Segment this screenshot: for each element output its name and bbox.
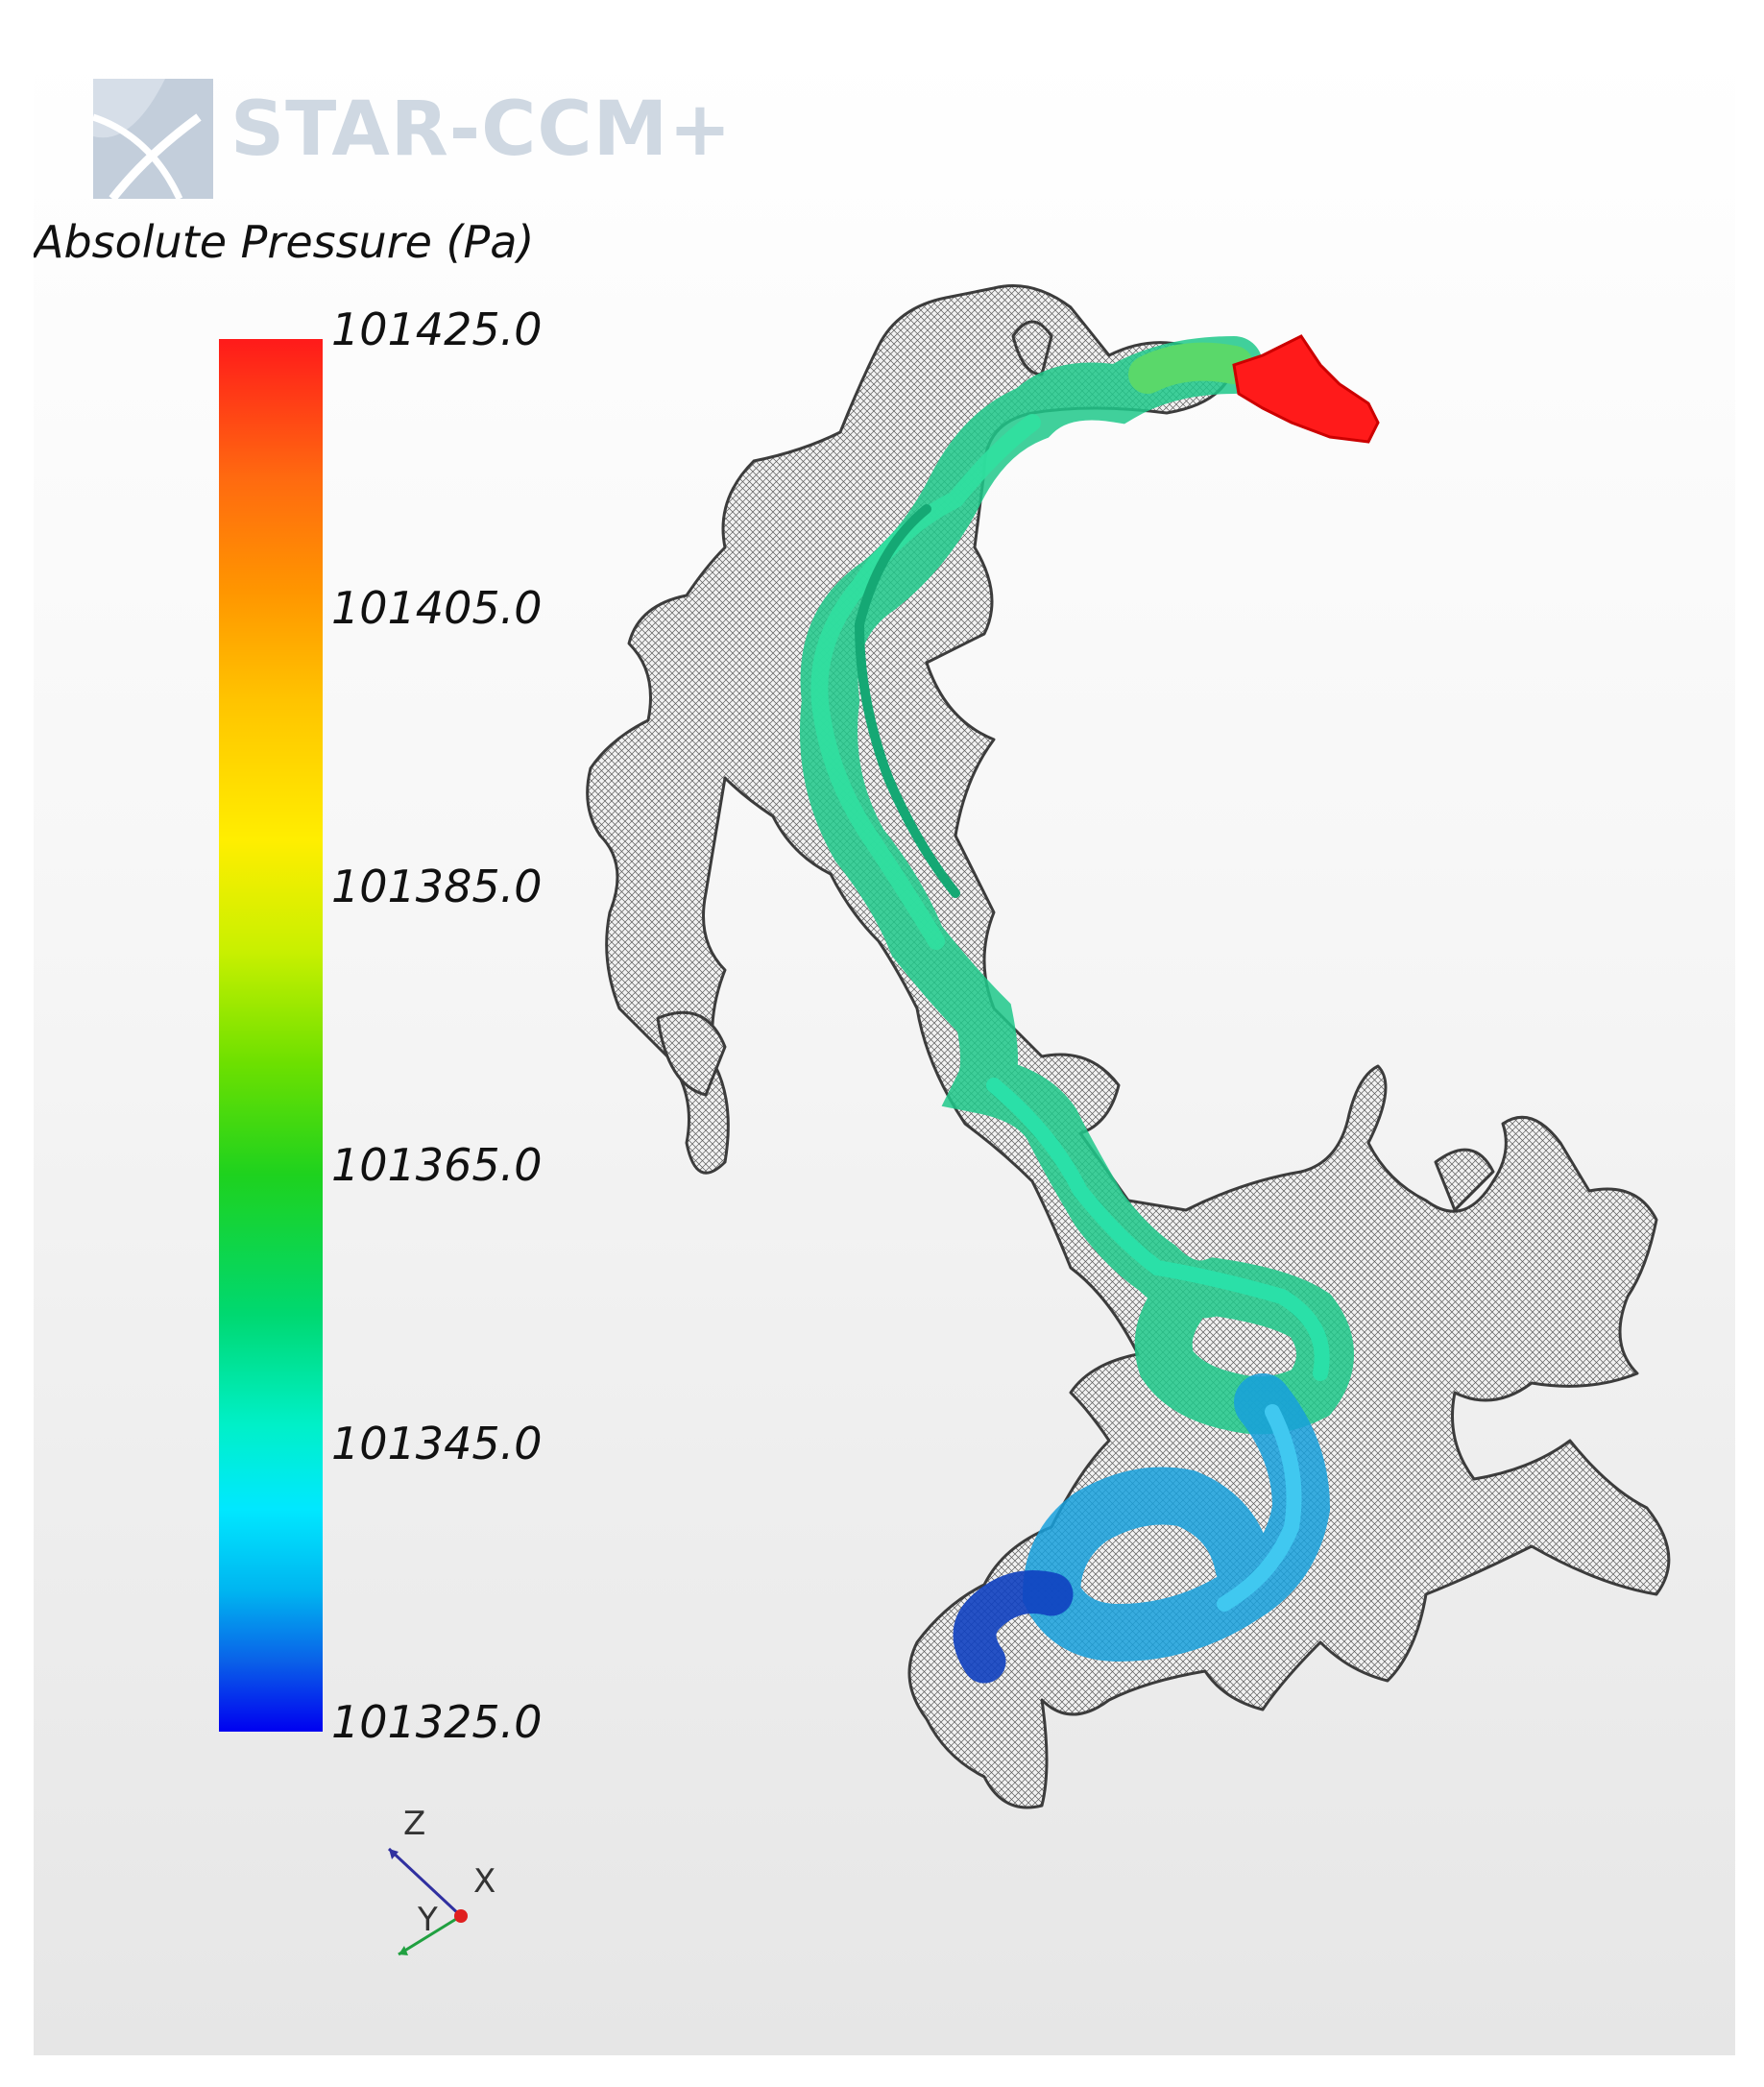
mesh-cavity	[586, 284, 1671, 1809]
logo-text: STAR-CCM+	[230, 86, 733, 173]
y-axis-label: Y	[417, 1901, 438, 1939]
inlet-region	[1232, 334, 1380, 444]
tick-label-max: 101425.0	[331, 303, 543, 355]
flow-streamlines-upper	[800, 336, 1354, 1435]
z-axis-arrow-icon	[389, 1849, 399, 1859]
star-ccm-logo-icon	[93, 79, 213, 199]
y-axis-arrow-icon	[399, 1946, 408, 1955]
legend-title: Absolute Pressure (Pa)	[34, 216, 535, 268]
flow-streamlines-lower	[953, 1373, 1331, 1684]
color-scale-bar	[219, 339, 323, 1732]
z-axis-label: Z	[403, 1805, 425, 1843]
graphics-viewport[interactable]: STAR-CCM+ Absolute Pressure (Pa) 101425.…	[34, 48, 1735, 2055]
y-axis-line	[398, 1914, 462, 1956]
z-axis-line	[387, 1847, 463, 1918]
tick-label-5: 101345.0	[331, 1418, 543, 1469]
tick-label-2: 101405.0	[331, 582, 543, 634]
x-axis-label: X	[473, 1862, 495, 1901]
tick-label-min: 101325.0	[331, 1696, 543, 1748]
tick-label-4: 101365.0	[331, 1139, 543, 1191]
geometry-scene[interactable]	[34, 48, 1735, 2055]
coordinate-triad: Z X Y	[387, 1805, 495, 1956]
tick-label-3: 101385.0	[331, 861, 543, 912]
x-axis-dot-icon	[454, 1909, 468, 1923]
